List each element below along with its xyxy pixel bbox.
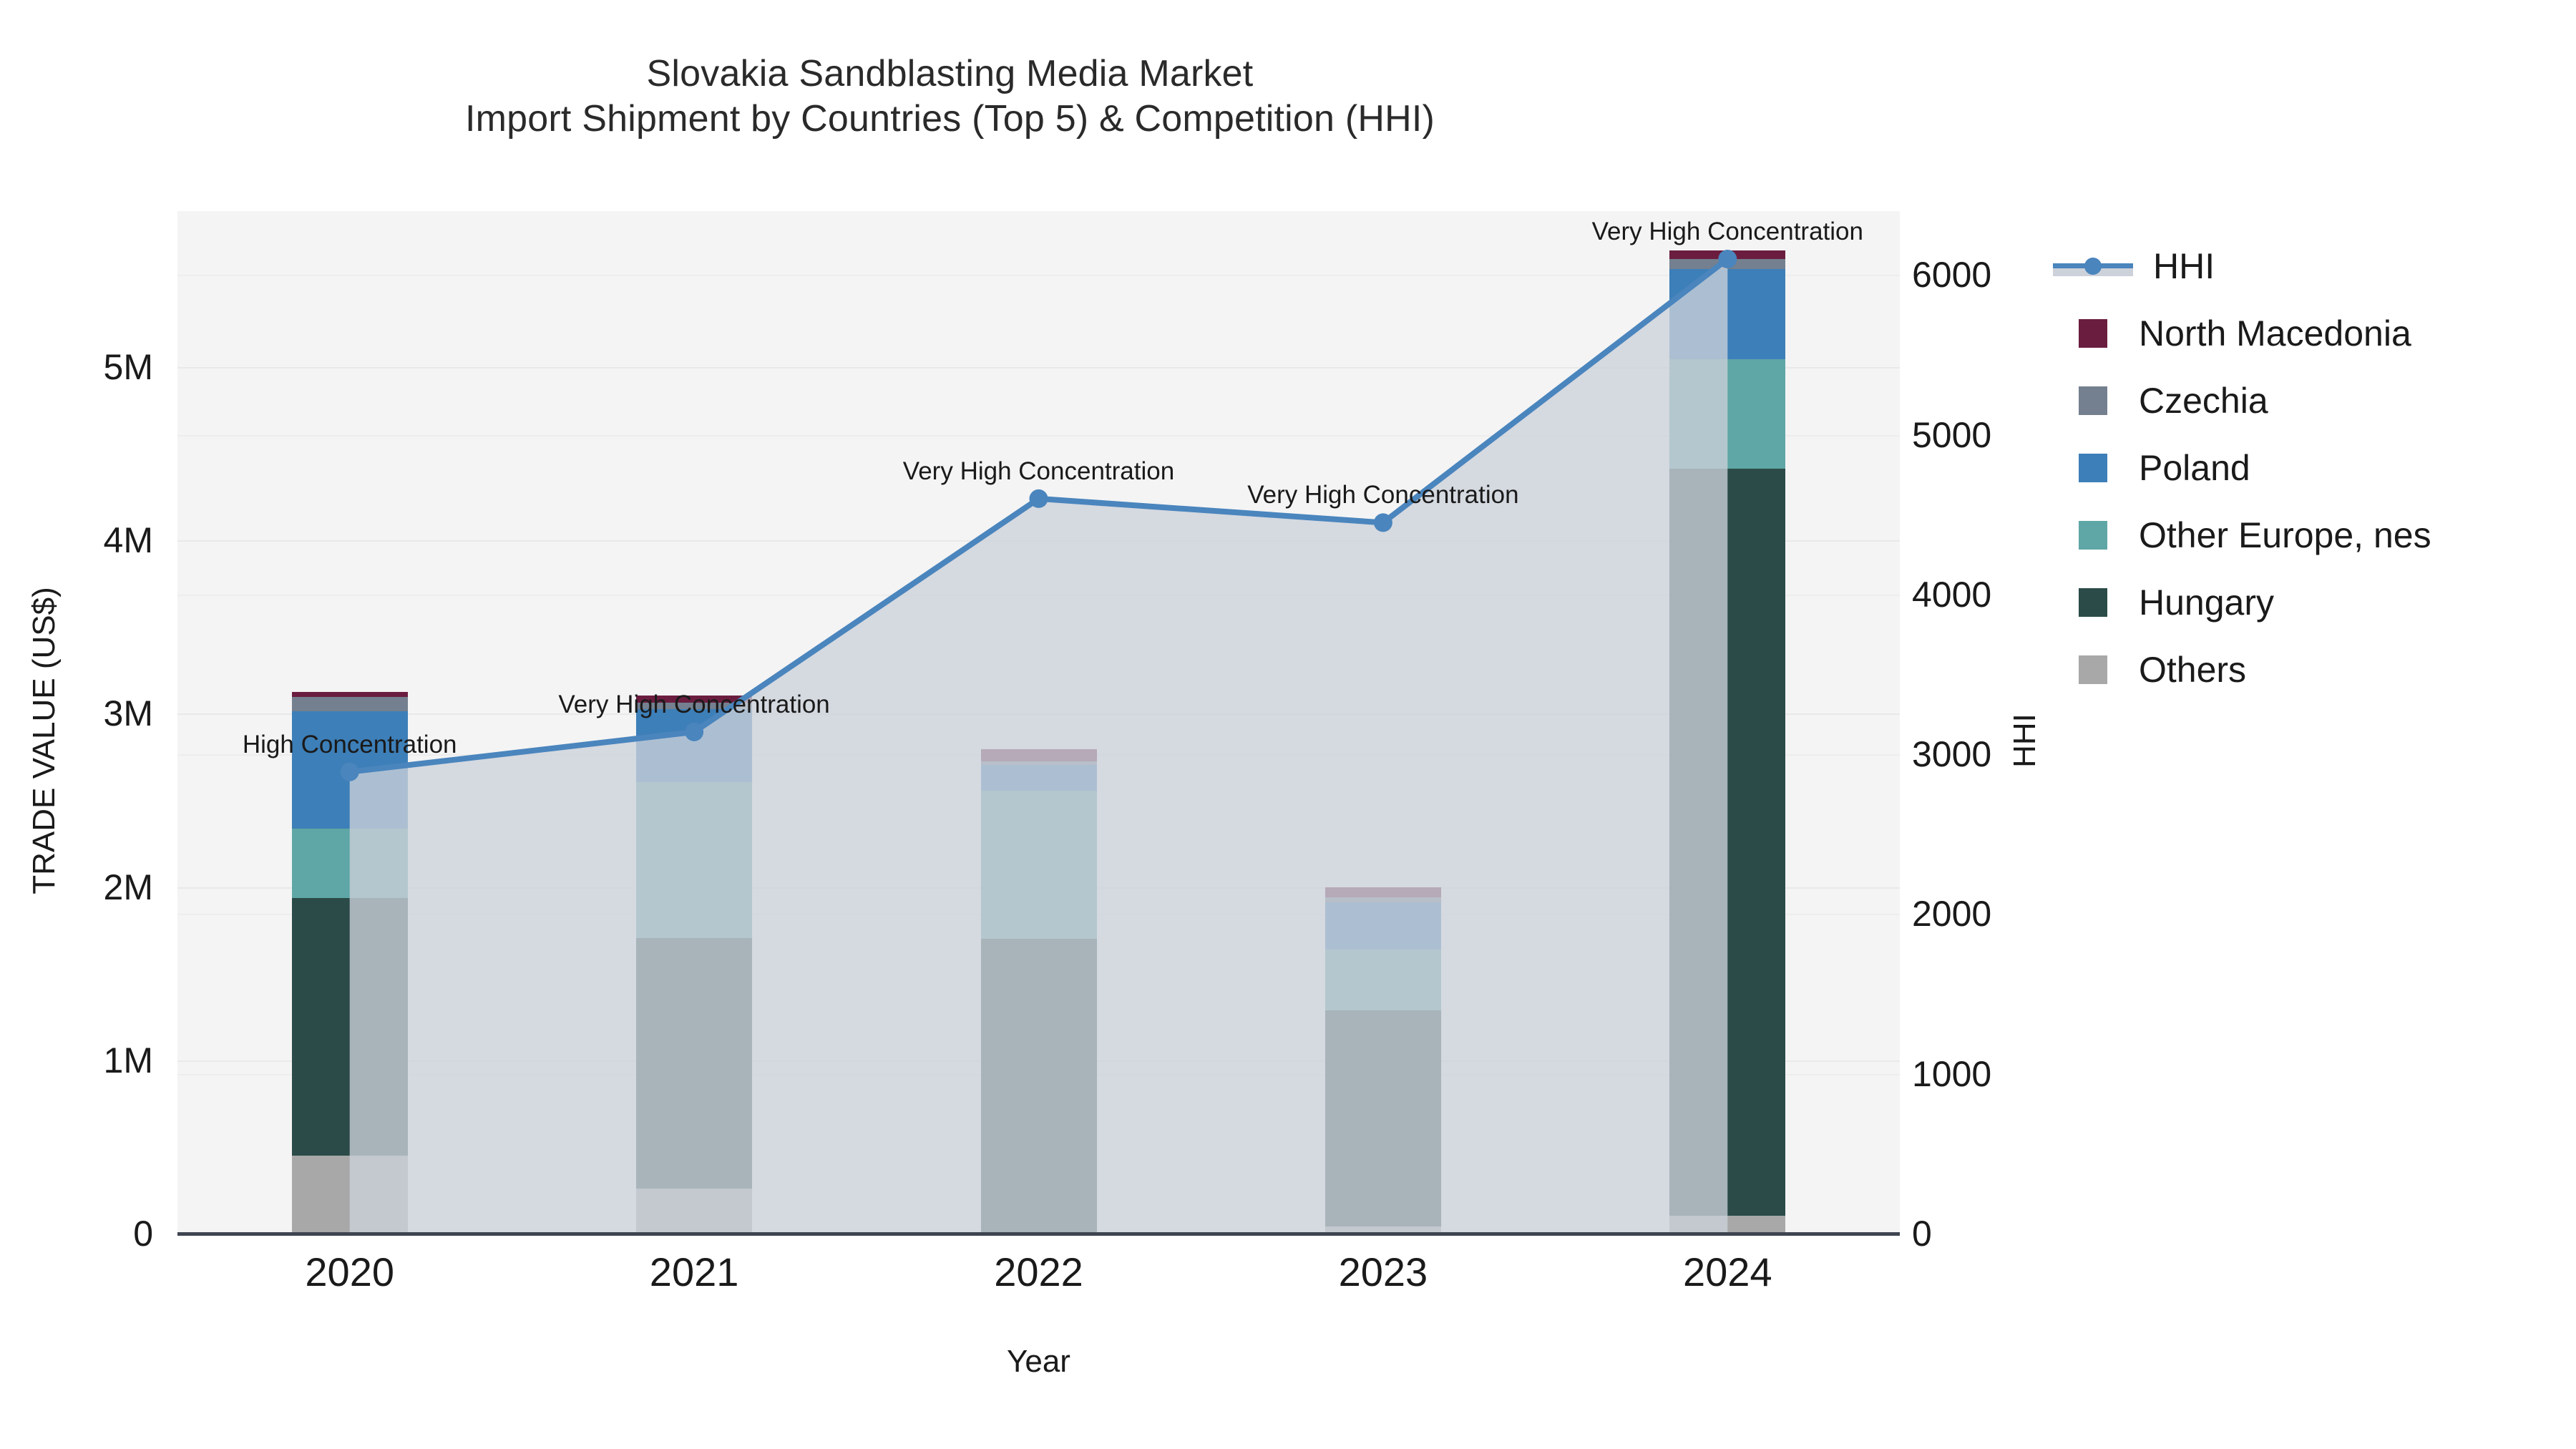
page-title: Slovakia Sandblasting Media Market Impor… — [0, 52, 1900, 142]
y-tick-left-3M: 3M — [103, 693, 153, 734]
y-tick-right-2000: 2000 — [1912, 894, 1992, 935]
annotation-2020: High Concentration — [242, 730, 457, 758]
annotation-2021: Very High Concentration — [558, 690, 830, 718]
y-tick-left-5M: 5M — [103, 346, 153, 387]
legend-item-north-macedonia[interactable]: North Macedonia — [2079, 300, 2537, 367]
y-tick-left-1M: 1M — [103, 1040, 153, 1080]
legend-item-label: Czechia — [2139, 381, 2268, 421]
annotation-2024: Very High Concentration — [1591, 217, 1863, 245]
x-tick-2022: 2022 — [994, 1249, 1083, 1294]
legend-item-others[interactable]: Others — [2079, 636, 2537, 703]
y-tick-right-1000: 1000 — [1912, 1053, 1992, 1094]
legend-item-label: Others — [2139, 650, 2247, 690]
legend-line-dot — [2084, 258, 2102, 275]
x-axis-label: Year — [1007, 1344, 1070, 1379]
legend-item-label: Other Europe, nes — [2139, 515, 2431, 555]
hhi-marker-2024[interactable] — [1718, 250, 1737, 268]
gridline-left — [177, 366, 1900, 369]
gridline-right — [177, 434, 1900, 436]
hhi-area-fill — [349, 259, 1728, 1234]
plot-area: High Concentration Very High Concentratio… — [177, 211, 1900, 1235]
legend-item-label: HHI — [2153, 246, 2215, 286]
hhi-marker-2022[interactable] — [1029, 489, 1048, 508]
legend-item-other-europe-nes[interactable]: Other Europe, nes — [2079, 502, 2537, 569]
y-tick-right-0: 0 — [1912, 1214, 1932, 1254]
y-tick-right-6000: 6000 — [1912, 255, 1992, 296]
legend-item-poland[interactable]: Poland — [2079, 434, 2537, 502]
x-tick-2023: 2023 — [1338, 1249, 1428, 1294]
annotation-2022: Very High Concentration — [902, 457, 1175, 485]
legend-swatch-icon — [2079, 319, 2107, 348]
legend-swatch-icon — [2079, 655, 2107, 684]
legend-item-czechia[interactable]: Czechia — [2079, 367, 2537, 434]
y-tick-right-4000: 4000 — [1912, 574, 1992, 615]
y-tick-left-4M: 4M — [103, 520, 153, 561]
legend-swatch-icon — [2079, 454, 2107, 482]
legend-item-label: Hungary — [2139, 582, 2274, 623]
gridline-right — [177, 275, 1900, 277]
hhi-series-overlay — [340, 250, 1737, 1234]
y-tick-right-5000: 5000 — [1912, 414, 1992, 455]
legend-line-icon — [2053, 252, 2133, 280]
legend-item-label: Poland — [2139, 448, 2250, 488]
chart-legend: HHI North Macedonia Czechia Poland Other Eur… — [2053, 233, 2537, 703]
bar-segment[interactable] — [636, 696, 753, 703]
y-axis-right-label: HHI — [2007, 713, 2042, 768]
x-tick-2020: 2020 — [305, 1249, 394, 1294]
y-axis-left-ticks: 0 1M 2M 3M 4M 5M — [0, 0, 166, 1449]
y-tick-left-2M: 2M — [103, 867, 153, 907]
y-tick-left-0: 0 — [133, 1214, 153, 1254]
x-axis-line — [177, 1232, 1900, 1236]
x-tick-2021: 2021 — [649, 1249, 739, 1294]
legend-item-label: North Macedonia — [2139, 313, 2411, 353]
title-line-2: Import Shipment by Countries (Top 5) & C… — [464, 98, 1435, 140]
legend-item-hhi[interactable]: HHI — [2053, 233, 2537, 300]
y-axis-left-label: TRADE VALUE (US$) — [26, 587, 62, 894]
hhi-marker-2021[interactable] — [685, 722, 704, 741]
bar-segment[interactable] — [636, 702, 753, 710]
legend-swatch-icon — [2079, 521, 2107, 550]
hhi-markers — [340, 250, 1737, 781]
x-tick-2024: 2024 — [1683, 1249, 1772, 1294]
y-axis-right-ticks: 0 1000 2000 3000 4000 5000 6000 — [1912, 0, 2127, 1449]
bar-segment[interactable] — [291, 697, 408, 711]
bar-segment[interactable] — [291, 692, 408, 698]
hhi-marker-2023[interactable] — [1373, 513, 1392, 532]
hhi-marker-2020[interactable] — [340, 762, 359, 781]
annotation-2023: Very High Concentration — [1247, 481, 1519, 509]
legend-swatch-icon — [2079, 588, 2107, 617]
legend-item-hungary[interactable]: Hungary — [2079, 569, 2537, 636]
y-tick-right-3000: 3000 — [1912, 734, 1992, 775]
legend-swatch-icon — [2079, 386, 2107, 415]
title-line-1: Slovakia Sandblasting Media Market — [646, 53, 1254, 94]
